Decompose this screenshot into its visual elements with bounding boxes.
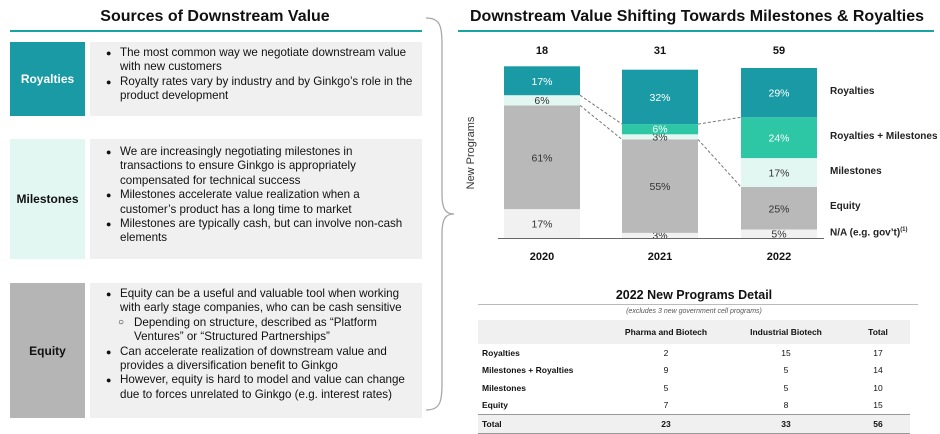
row-label: Total: [478, 414, 606, 434]
table-cell: 8: [783, 400, 789, 411]
legend-label: Equity: [830, 201, 861, 213]
total-label: 31: [654, 45, 666, 57]
data-label: 24%: [768, 133, 789, 145]
bar-segment: [622, 124, 698, 135]
legend-label: Royalties + Milestones: [830, 130, 938, 142]
total-label: 59: [773, 45, 785, 57]
category-label: 2022: [767, 251, 791, 263]
connector-line: [697, 116, 742, 125]
row-label: Royalties: [482, 347, 520, 358]
brace-divider: [425, 17, 455, 411]
row-label: Milestones: [482, 382, 526, 393]
chart-title: Downstream Value Shifting Towards Milest…: [469, 8, 925, 25]
bar-segment: [622, 69, 698, 125]
chart-title-rule: [458, 30, 934, 32]
row-label: Milestones + Royalties: [482, 365, 574, 376]
data-label: 17%: [531, 219, 552, 231]
milestones-label: Milestones: [10, 139, 85, 259]
connector-line: [579, 94, 623, 125]
data-label: 17%: [531, 76, 552, 88]
royalties-label: Royalties: [10, 42, 85, 116]
bullet: Milestones accelerate value realization …: [106, 188, 416, 217]
royalties-panel: The most common way we negotiate downstr…: [90, 42, 422, 116]
bar-segment: [741, 158, 817, 187]
bar-segment: [504, 95, 580, 106]
table-cell: 5: [663, 382, 669, 393]
bar-segment: [622, 232, 698, 238]
category-label: 2020: [530, 251, 554, 263]
table-cell: 23: [606, 414, 726, 434]
bar-segment: [504, 105, 580, 210]
data-label: 6%: [652, 124, 667, 136]
detail-table: Pharma and Biotech Industrial Biotech To…: [478, 320, 910, 434]
legend-label: N/A (e.g. gov’t)(1): [830, 226, 908, 239]
data-label: 3%: [652, 131, 667, 143]
equity-panel: Equity can be a useful and valuable tool…: [90, 283, 422, 418]
table-cell: 5: [783, 382, 789, 393]
total-row: Total 23 33 56: [478, 414, 910, 434]
bullet: We are increasingly negotiating mileston…: [106, 145, 416, 188]
bar-segment: [741, 229, 817, 238]
data-label: 29%: [768, 88, 789, 100]
column-header: Pharma and Biotech: [606, 320, 726, 344]
table-cell: 2: [663, 347, 669, 358]
connector-line: [697, 139, 742, 188]
bullet: Milestones are typically cash, but can i…: [106, 217, 416, 246]
table-cell: 5: [783, 365, 789, 376]
data-label: 61%: [531, 152, 552, 164]
legend-label: Royalties: [830, 85, 875, 97]
bullet: Equity can be a useful and valuable tool…: [106, 287, 416, 316]
bar-segment: [741, 68, 817, 118]
table-row: Milestones + Royalties 9 5 14: [478, 362, 910, 380]
table-cell: 33: [726, 414, 846, 434]
bar-segment: [504, 66, 580, 96]
bar-segment: [504, 209, 580, 238]
bullet: The most common way we negotiate downstr…: [106, 46, 416, 75]
bullet: Can accelerate realization of downstream…: [106, 345, 416, 374]
table-row: Royalties 2 15 17: [478, 344, 910, 362]
table-row: Equity 7 8 15: [478, 397, 910, 415]
table-cell: 10: [873, 382, 883, 393]
equity-label: Equity: [10, 283, 85, 418]
column-header: Industrial Biotech: [726, 320, 846, 344]
bar-segment: [741, 187, 817, 230]
legend-label: Milestones: [830, 165, 882, 177]
total-label: 18: [536, 45, 548, 57]
table-cell: 56: [846, 414, 910, 434]
detail-title: 2022 New Programs Detail: [615, 288, 773, 302]
data-label: 5%: [771, 228, 786, 240]
y-axis-label: New Programs: [465, 116, 477, 189]
table-cell: 9: [663, 365, 669, 376]
left-title-rule: [10, 30, 422, 32]
table-row: Milestones 5 5 10: [478, 379, 910, 397]
detail-title-rule: [478, 304, 918, 305]
column-header: Total: [846, 320, 910, 344]
sub-bullet: Depending on structure, described as “Pl…: [108, 316, 416, 345]
bullet: However, equity is hard to model and val…: [106, 373, 416, 402]
data-label: 25%: [768, 203, 789, 215]
data-label: 17%: [768, 168, 789, 180]
table-header-row: Pharma and Biotech Industrial Biotech To…: [478, 320, 910, 344]
milestones-panel: We are increasingly negotiating mileston…: [90, 139, 422, 259]
bullet: Royalty rates vary by industry and by Gi…: [106, 75, 416, 104]
stacked-bar-chart: 17%61%6%17%1820203%55%3%6%32%3120215%25%…: [465, 45, 824, 263]
table-cell: 7: [663, 400, 669, 411]
left-title: Sources of Downstream Value: [100, 8, 330, 25]
connector-line: [579, 105, 623, 140]
detail-subtitle: (excludes 3 new government cell programs…: [626, 308, 762, 315]
data-label: 55%: [649, 181, 670, 193]
table-cell: 14: [873, 365, 883, 376]
table-cell: 15: [781, 347, 791, 358]
table-cell: 15: [873, 400, 883, 411]
footnote-marker: (1): [900, 226, 908, 233]
column-header: [478, 320, 606, 344]
row-label: Equity: [482, 400, 508, 411]
bar-segment: [622, 139, 698, 233]
bar-segment: [741, 117, 817, 159]
bar-segment: [622, 134, 698, 140]
table-cell: 17: [873, 347, 883, 358]
category-label: 2021: [648, 251, 672, 263]
data-label: 32%: [649, 92, 670, 104]
data-label: 6%: [534, 95, 549, 107]
